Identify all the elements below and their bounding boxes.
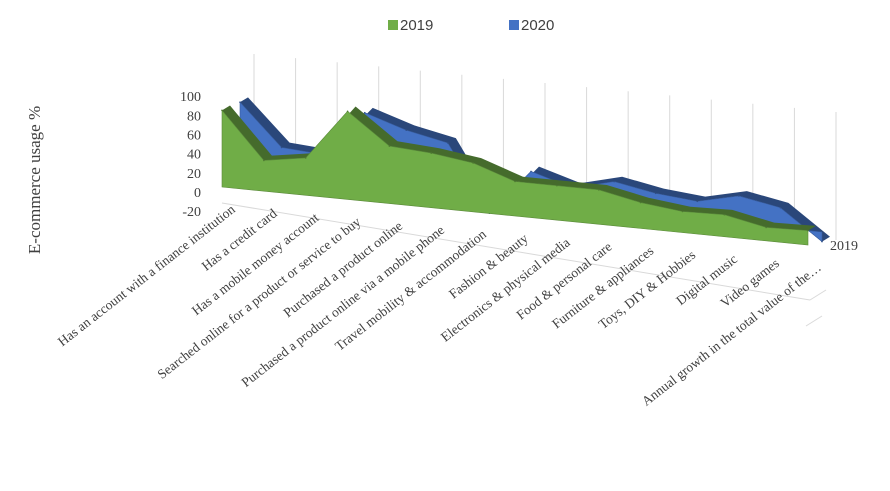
- series-2020-point-13: [779, 206, 782, 209]
- y-tick-label: 40: [187, 148, 201, 163]
- series-2020-point-12: [738, 195, 740, 197]
- series-2020-point-5: [447, 142, 449, 144]
- series-layer: [221, 97, 830, 246]
- y-axis-ticks: 100 80 60 40 20 0 -20: [180, 90, 201, 220]
- series-2019-point-5: [430, 152, 433, 154]
- series-2019-point-10: [639, 201, 642, 204]
- series-2020-point-0: [239, 101, 241, 103]
- series-2019-point-12: [723, 213, 726, 216]
- series-2019-ribbon-top: [222, 105, 816, 231]
- floor-edge-side: [805, 315, 823, 327]
- y-tick-label: 100: [180, 90, 201, 105]
- series-2019-point-2: [304, 157, 307, 159]
- depth-axis-label-2019: 2019: [830, 239, 858, 254]
- y-tick-label: 0: [194, 186, 201, 201]
- series-2019-point-8: [556, 184, 558, 187]
- y-tick-label: 80: [187, 109, 201, 124]
- legend-swatch-2019: [388, 20, 398, 30]
- floor-edge-side: [809, 289, 827, 301]
- legend-swatch-2020: [509, 20, 519, 30]
- series-2019-point-1: [263, 159, 265, 162]
- floor-edge-front: [221, 202, 811, 301]
- series-2020-point-4: [405, 129, 408, 131]
- series-2020-point-7: [530, 170, 532, 173]
- series-2020-point-11: [696, 200, 699, 203]
- series-2020-point-9: [613, 180, 615, 183]
- series-2019-area: [221, 109, 809, 246]
- y-tick-label: 60: [187, 129, 201, 144]
- series-2019-point-0: [221, 109, 223, 112]
- chart-legend: 2019 2020: [388, 17, 554, 34]
- series-2020-point-1: [280, 146, 283, 149]
- y-tick-label: 20: [187, 167, 201, 182]
- series-2019-point-14: [807, 229, 809, 232]
- series-2020-point-14: [821, 240, 823, 243]
- y-axis-title: E-commerce usage %: [25, 106, 44, 254]
- y-tick-label: -20: [182, 205, 201, 220]
- series-2019-point-6: [472, 162, 474, 164]
- series-2019-point-11: [681, 210, 684, 213]
- series-2019-point-13: [765, 226, 767, 229]
- x-category-label: Fashion & beauty: [446, 230, 531, 301]
- legend-label-2020: 2020: [521, 17, 554, 34]
- series-2019-point-3: [346, 110, 349, 113]
- series-2019-point-7: [514, 180, 516, 183]
- series-2019-point-9: [597, 188, 600, 191]
- series-2019-point-4: [388, 145, 391, 147]
- series-2020-point-3: [363, 111, 366, 114]
- legend-label-2019: 2019: [400, 17, 433, 34]
- chart-floor: [221, 202, 827, 327]
- series-2020-point-10: [654, 192, 657, 195]
